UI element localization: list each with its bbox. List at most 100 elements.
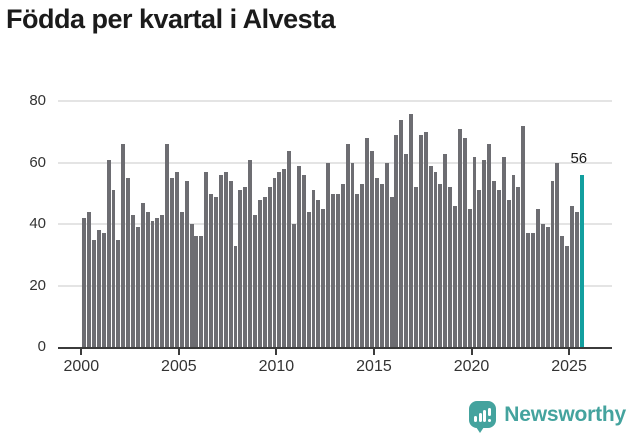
mini-bar-3	[483, 410, 487, 422]
newsworthy-logo: Newsworthy	[469, 401, 626, 433]
y-axis-label: 0	[37, 338, 46, 355]
bar	[189, 224, 194, 347]
bar	[170, 178, 174, 347]
bar	[399, 119, 404, 347]
bar	[526, 233, 531, 347]
y-axis-label: 80	[29, 92, 46, 110]
bar	[238, 190, 243, 347]
x-axis-tick	[568, 349, 571, 355]
bar	[521, 125, 526, 347]
bar	[228, 181, 233, 347]
gridline-60	[58, 161, 612, 164]
bar	[340, 184, 345, 347]
x-axis-label: 2005	[161, 358, 197, 375]
bar	[111, 190, 116, 347]
bar-highlighted	[579, 175, 584, 347]
exclamation-dot	[488, 419, 492, 422]
x-axis-tick	[372, 349, 375, 355]
bar	[457, 129, 462, 347]
bar	[496, 190, 501, 347]
bar	[331, 193, 335, 347]
x-axis-label: 2010	[258, 358, 295, 375]
newsworthy-logo-text: Newsworthy	[504, 402, 626, 426]
bar	[550, 181, 555, 347]
bar	[233, 245, 238, 347]
x-axis-tick	[80, 349, 83, 355]
page-title: Födda per kvartal i Alvesta	[6, 4, 336, 34]
x-axis-label: 2000	[63, 358, 100, 375]
bar	[443, 153, 448, 347]
bar	[287, 150, 292, 347]
bar	[535, 208, 540, 347]
bar	[374, 178, 379, 347]
bar	[418, 135, 423, 347]
bar	[379, 184, 384, 347]
bar	[150, 221, 155, 347]
bar	[428, 165, 433, 347]
bar	[423, 132, 428, 347]
bar	[121, 144, 126, 347]
bar	[355, 193, 360, 347]
bar	[501, 156, 506, 347]
bar	[511, 175, 516, 347]
bar	[214, 196, 218, 347]
bar	[409, 113, 414, 347]
bar	[277, 172, 282, 347]
bar	[145, 211, 150, 347]
bar	[555, 162, 560, 347]
bar	[492, 181, 496, 347]
bar	[438, 184, 443, 347]
bar	[282, 168, 287, 347]
bar	[453, 205, 457, 347]
bar	[477, 190, 482, 347]
bar	[179, 211, 184, 347]
bar	[565, 245, 570, 347]
highlight-value-label: 56	[570, 150, 588, 168]
x-axis-label: 2025	[551, 358, 587, 375]
bar	[116, 239, 121, 347]
bar	[540, 224, 545, 347]
gridline-80	[58, 100, 612, 103]
newsworthy-logo-icon	[469, 401, 497, 433]
bar	[106, 159, 111, 347]
bar	[253, 214, 257, 347]
bar	[360, 184, 365, 347]
bar	[316, 199, 321, 347]
bar	[140, 202, 145, 347]
bar	[350, 162, 355, 347]
bar	[414, 187, 418, 347]
bar	[335, 193, 340, 347]
x-axis-label: 2015	[356, 358, 392, 375]
bar	[574, 211, 579, 347]
bar	[570, 205, 574, 347]
bar	[101, 233, 106, 347]
bar	[184, 181, 189, 347]
bar	[389, 196, 394, 347]
mini-bar-2	[478, 413, 482, 422]
bar	[404, 153, 409, 347]
bar	[365, 138, 370, 347]
bar	[301, 175, 306, 347]
y-axis-label: 60	[29, 153, 46, 171]
bar	[160, 214, 165, 347]
bar	[194, 236, 199, 347]
bar	[82, 218, 87, 347]
bar	[218, 175, 223, 347]
x-axis-tick	[275, 349, 278, 355]
bar	[174, 172, 179, 347]
bar	[384, 162, 389, 347]
bar	[433, 172, 438, 347]
speech-bubble-tail	[476, 427, 485, 433]
bar	[155, 218, 160, 347]
bar	[204, 172, 209, 347]
bar	[126, 178, 131, 347]
bar	[223, 172, 228, 347]
bar	[292, 224, 296, 347]
bar	[257, 199, 262, 347]
bar	[531, 233, 535, 347]
bar	[87, 211, 92, 347]
bar	[482, 159, 487, 347]
bar	[267, 187, 272, 347]
